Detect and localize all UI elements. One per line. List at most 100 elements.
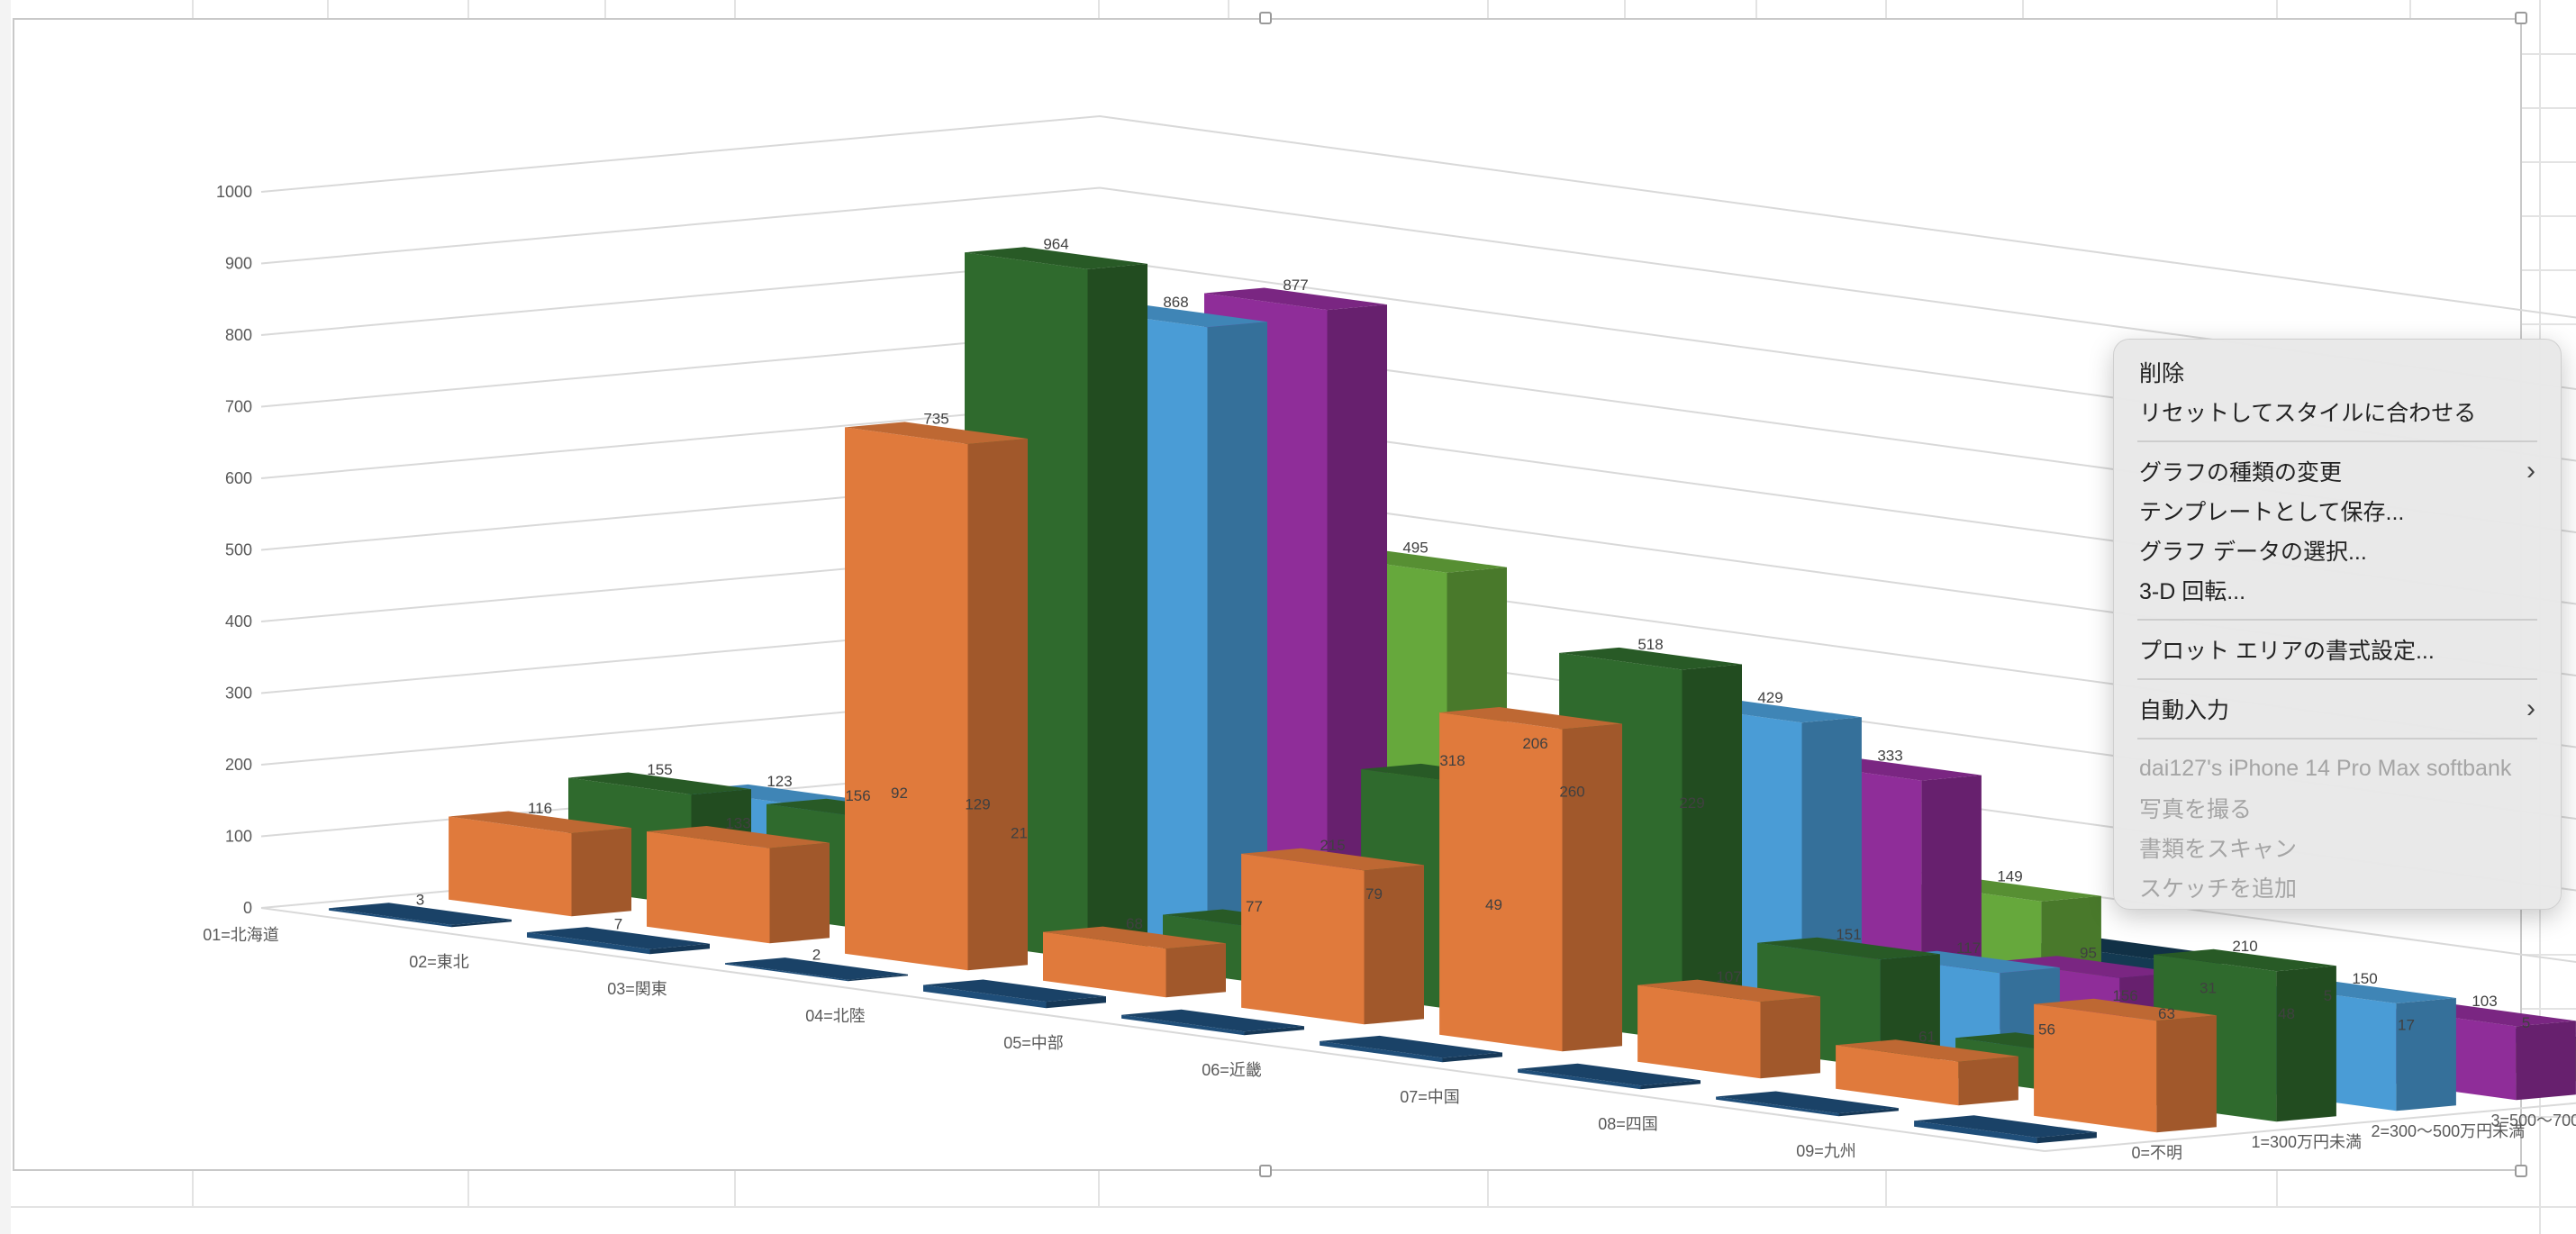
bar[interactable] [1439, 707, 1622, 1052]
menu-item[interactable]: 3-D 回転... [2114, 570, 2561, 610]
floor-right-edge [2044, 1102, 2576, 1152]
menu-item-label: テンプレートとして保存... [2139, 500, 2405, 525]
menu-item[interactable]: テンプレートとして保存... [2114, 491, 2561, 531]
menu-item: 写真を撮る [2114, 788, 2561, 828]
bar[interactable] [845, 422, 1028, 971]
y-axis: 0 100 200 300 400 500 600 700 800 900 1000 [216, 183, 252, 917]
y-tick-label: 900 [225, 255, 252, 273]
menu-item-label: 写真を撮る [2139, 797, 2253, 822]
bar-top [568, 772, 751, 795]
menu-item[interactable]: 削除 [2114, 352, 2561, 392]
depth-axis: 0=不明1=300万円未満2=300～500万円未満3=500～700万円未満4… [2132, 1112, 2576, 1162]
data-label: 133 [725, 814, 750, 831]
data-label: 151 [1836, 926, 1861, 943]
bar-side [1166, 943, 1226, 998]
bar[interactable] [2034, 998, 2217, 1133]
bar-side [1562, 723, 1622, 1052]
bar-side [1442, 1052, 1502, 1063]
data-label: 429 [1757, 689, 1782, 706]
y-tick-label: 1000 [216, 183, 252, 201]
context-menu[interactable]: 削除 リセットしてスタイルに合わせる グラフの種類の変更 › テンプレートとして保存..… [2113, 339, 2562, 910]
data-label: 63 [2158, 1005, 2175, 1022]
data-label: 215 [1320, 837, 1345, 854]
bar[interactable] [1836, 1039, 2018, 1106]
bar-side [2036, 1131, 2097, 1144]
bar-top [845, 422, 1028, 444]
bar[interactable] [923, 979, 1106, 1009]
bar-front [449, 816, 572, 917]
bar[interactable] [1518, 1063, 1701, 1090]
bar-top [329, 903, 512, 925]
bar[interactable] [725, 957, 908, 982]
bar[interactable] [1121, 1009, 1304, 1036]
data-label: 2 [812, 946, 821, 963]
bar-side [649, 943, 710, 955]
series-label: 0=不明 [2132, 1144, 2183, 1162]
y-tick-label: 200 [225, 756, 252, 774]
floor-front-edge [260, 907, 2045, 1152]
menu-item-label: 書類をスキャン [2139, 837, 2298, 862]
series-label: 2=300～500万円未満 [2372, 1122, 2526, 1140]
menu-item[interactable]: グラフの種類の変更 › [2114, 451, 2561, 491]
x-tick-label: 08=四国 [1598, 1115, 1658, 1133]
menu-item[interactable]: 自動入力 › [2114, 689, 2561, 729]
bar-side [1207, 322, 1267, 949]
menu-separator [2137, 440, 2537, 442]
menu-item-label: dai127's iPhone 14 Pro Max softbank [2139, 755, 2512, 781]
menu-item-label: スケッチを追加 [2139, 876, 2298, 902]
menu-item[interactable]: リセットしてスタイルに合わせる [2114, 392, 2561, 431]
chevron-right-icon: › [2526, 694, 2535, 723]
bar-top [2154, 948, 2336, 972]
data-label: 868 [1163, 294, 1188, 311]
data-label: 735 [923, 411, 948, 428]
bar-front [845, 427, 968, 971]
y-tick-label: 100 [225, 828, 252, 846]
series-label: 1=300万円未満 [2252, 1133, 2363, 1151]
data-label: 206 [1522, 735, 1547, 752]
bar-front [329, 908, 452, 928]
bar[interactable] [1241, 848, 1424, 1025]
bar-top [647, 826, 830, 848]
bar-side [967, 439, 1028, 971]
resize-handle-bottom[interactable] [1259, 1165, 1272, 1177]
x-axis: 01=北海道 02=東北 03=関東 04=北陸 05=中部 06=近畿 07=中国 08=四… [203, 926, 1856, 1160]
data-label: 5 [2522, 1014, 2530, 1031]
bar-side [1682, 664, 1742, 1041]
bar-side [848, 974, 908, 982]
x-tick-label: 06=近畿 [1202, 1061, 1262, 1079]
menu-item[interactable]: プロット エリアの書式設定... [2114, 630, 2561, 669]
y-tick-label: 800 [225, 326, 252, 344]
x-tick-label: 09=九州 [1796, 1142, 1856, 1160]
y-tick-label: 0 [243, 899, 252, 917]
bar-top [1043, 926, 1226, 949]
bar[interactable] [647, 826, 830, 944]
menu-item[interactable]: グラフ データの選択... [2114, 531, 2561, 570]
y-tick-label: 700 [225, 398, 252, 416]
bar[interactable] [1637, 979, 1820, 1079]
menu-item: 書類をスキャン [2114, 828, 2561, 867]
data-label: 117 [1956, 939, 1981, 957]
bar[interactable] [1914, 1115, 2097, 1144]
bars [329, 247, 2576, 1144]
bar[interactable] [1320, 1035, 1502, 1063]
bar[interactable] [329, 903, 512, 928]
data-label: 7 [614, 915, 622, 932]
bar-top [965, 247, 1147, 269]
data-label: 17 [2398, 1016, 2415, 1033]
data-label: 149 [1997, 868, 2022, 885]
bar[interactable] [449, 811, 631, 917]
bar-top [1559, 647, 1742, 670]
y-tick-label: 300 [225, 685, 252, 703]
resize-handle-top[interactable] [1259, 12, 1272, 24]
menu-item: スケッチを追加 [2114, 867, 2561, 907]
bar[interactable] [1043, 926, 1226, 998]
resize-handle-bottom-right[interactable] [2515, 1165, 2527, 1177]
menu-separator [2137, 738, 2537, 739]
bar-side [1046, 996, 1106, 1009]
bar[interactable] [1716, 1091, 1899, 1117]
x-tick-label: 02=東北 [409, 953, 469, 971]
bar[interactable] [527, 927, 710, 955]
resize-handle-top-right[interactable] [2515, 12, 2527, 24]
data-label: 95 [2080, 944, 2097, 961]
